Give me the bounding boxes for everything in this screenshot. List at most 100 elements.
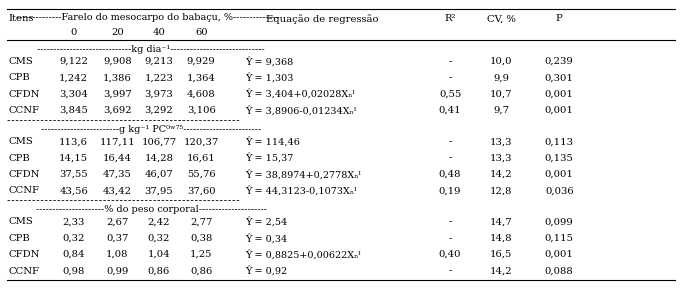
Text: 0,32: 0,32 (148, 234, 170, 243)
Text: 16,61: 16,61 (187, 154, 216, 162)
Text: 9,213: 9,213 (145, 57, 173, 66)
Text: 1,223: 1,223 (145, 73, 173, 82)
Text: CFDN: CFDN (8, 250, 40, 259)
Text: 117,11: 117,11 (100, 137, 135, 146)
Text: 0,55: 0,55 (439, 90, 461, 99)
Text: -: - (449, 267, 451, 275)
Text: -: - (449, 137, 451, 146)
Text: 0,001: 0,001 (545, 106, 574, 115)
Text: 0,301: 0,301 (545, 73, 574, 82)
Text: 0,113: 0,113 (545, 137, 574, 146)
Text: 9,908: 9,908 (103, 57, 132, 66)
Text: -----------------------------kg dia⁻¹-----------------------------: -----------------------------kg dia⁻¹---… (38, 45, 265, 54)
Text: 0,036: 0,036 (545, 186, 574, 195)
Text: Ŷ = 1,303: Ŷ = 1,303 (246, 73, 294, 83)
Text: Ŷ = 2,54: Ŷ = 2,54 (246, 217, 288, 227)
Text: 43,56: 43,56 (59, 186, 88, 195)
Text: CV, %: CV, % (487, 14, 516, 23)
Text: 9,122: 9,122 (59, 57, 88, 66)
Text: 1,386: 1,386 (103, 73, 132, 82)
Text: Itens: Itens (8, 14, 33, 23)
Text: 14,2: 14,2 (490, 170, 513, 179)
Text: 1,08: 1,08 (106, 250, 128, 259)
Text: 0,001: 0,001 (545, 90, 574, 99)
Text: 3,973: 3,973 (145, 90, 173, 99)
Text: 0: 0 (70, 28, 77, 37)
Text: 0,86: 0,86 (190, 267, 212, 275)
Text: 1,25: 1,25 (190, 250, 212, 259)
Text: 47,35: 47,35 (103, 170, 132, 179)
Text: CPB: CPB (8, 234, 30, 243)
Text: 0,001: 0,001 (545, 250, 574, 259)
Text: Ŷ = 0,92: Ŷ = 0,92 (246, 266, 288, 276)
Text: Equação de regressão: Equação de regressão (266, 14, 379, 24)
Text: 0,38: 0,38 (190, 234, 212, 243)
Text: 0,37: 0,37 (106, 234, 128, 243)
Text: 3,997: 3,997 (103, 90, 132, 99)
Text: 55,76: 55,76 (187, 170, 216, 179)
Text: 14,28: 14,28 (145, 154, 173, 162)
Text: Ŷ = 0,8825+0,00622Xₙᴵ: Ŷ = 0,8825+0,00622Xₙᴵ (246, 250, 361, 259)
Text: Ŷ = 15,37: Ŷ = 15,37 (246, 153, 294, 163)
Text: 43,42: 43,42 (103, 186, 132, 195)
Text: CMS: CMS (8, 57, 33, 66)
Text: --------------Farelo do mesocarpo do babaçu, %--------------: --------------Farelo do mesocarpo do bab… (16, 13, 279, 22)
Text: 2,77: 2,77 (190, 218, 212, 226)
Text: 4,608: 4,608 (187, 90, 216, 99)
Text: 37,60: 37,60 (187, 186, 216, 195)
Text: 0,099: 0,099 (545, 218, 574, 226)
Text: -: - (449, 73, 451, 82)
Text: 10,0: 10,0 (490, 57, 512, 66)
Text: 46,07: 46,07 (145, 170, 173, 179)
Text: 14,7: 14,7 (490, 218, 513, 226)
Text: CFDN: CFDN (8, 170, 40, 179)
Text: Ŷ = 3,8906-0,01234Xₙᴵ: Ŷ = 3,8906-0,01234Xₙᴵ (246, 106, 357, 116)
Text: 37,55: 37,55 (59, 170, 88, 179)
Text: 60: 60 (195, 28, 207, 37)
Text: CMS: CMS (8, 137, 33, 146)
Text: 0,001: 0,001 (545, 170, 574, 179)
Text: 20: 20 (111, 28, 123, 37)
Text: CCNF: CCNF (8, 106, 39, 115)
Text: Ŷ = 3,404+0,02028Xₙᴵ: Ŷ = 3,404+0,02028Xₙᴵ (246, 89, 355, 99)
Text: CCNF: CCNF (8, 186, 39, 195)
Text: 0,088: 0,088 (545, 267, 574, 275)
Text: 3,292: 3,292 (145, 106, 173, 115)
Text: 0,239: 0,239 (545, 57, 574, 66)
Text: 16,5: 16,5 (490, 250, 512, 259)
Text: 0,115: 0,115 (545, 234, 574, 243)
Text: 10,7: 10,7 (490, 90, 512, 99)
Text: CPB: CPB (8, 73, 30, 82)
Text: R²: R² (445, 14, 456, 23)
Text: 106,77: 106,77 (141, 137, 177, 146)
Text: -: - (449, 154, 451, 162)
Text: 0,41: 0,41 (439, 106, 462, 115)
Text: 3,845: 3,845 (59, 106, 88, 115)
Text: 40: 40 (153, 28, 165, 37)
Text: 16,44: 16,44 (103, 154, 132, 162)
Text: 3,692: 3,692 (103, 106, 132, 115)
Text: 9,929: 9,929 (187, 57, 216, 66)
Text: 13,3: 13,3 (490, 137, 512, 146)
Text: CFDN: CFDN (8, 90, 40, 99)
Text: 113,6: 113,6 (59, 137, 88, 146)
Text: 3,304: 3,304 (59, 90, 88, 99)
Text: Ŷ = 38,8974+0,2778Xₙᴵ: Ŷ = 38,8974+0,2778Xₙᴵ (246, 170, 361, 179)
Text: Ŷ = 0,34: Ŷ = 0,34 (246, 233, 288, 243)
Text: 13,3: 13,3 (490, 154, 512, 162)
Text: 0,99: 0,99 (106, 267, 128, 275)
Text: 14,8: 14,8 (490, 234, 513, 243)
Text: 14,15: 14,15 (59, 154, 88, 162)
Text: Ŷ = 114,46: Ŷ = 114,46 (246, 137, 300, 147)
Text: Ŷ = 44,3123-0,1073Xₙᴵ: Ŷ = 44,3123-0,1073Xₙᴵ (246, 186, 357, 196)
Text: 0,98: 0,98 (63, 267, 85, 275)
Text: 120,37: 120,37 (183, 137, 219, 146)
Text: 0,32: 0,32 (63, 234, 85, 243)
Text: -: - (449, 234, 451, 243)
Text: 0,86: 0,86 (148, 267, 170, 275)
Text: 9,9: 9,9 (493, 73, 509, 82)
Text: CCNF: CCNF (8, 267, 39, 275)
Text: 1,242: 1,242 (59, 73, 88, 82)
Text: CMS: CMS (8, 218, 33, 226)
Text: 9,7: 9,7 (493, 106, 509, 115)
